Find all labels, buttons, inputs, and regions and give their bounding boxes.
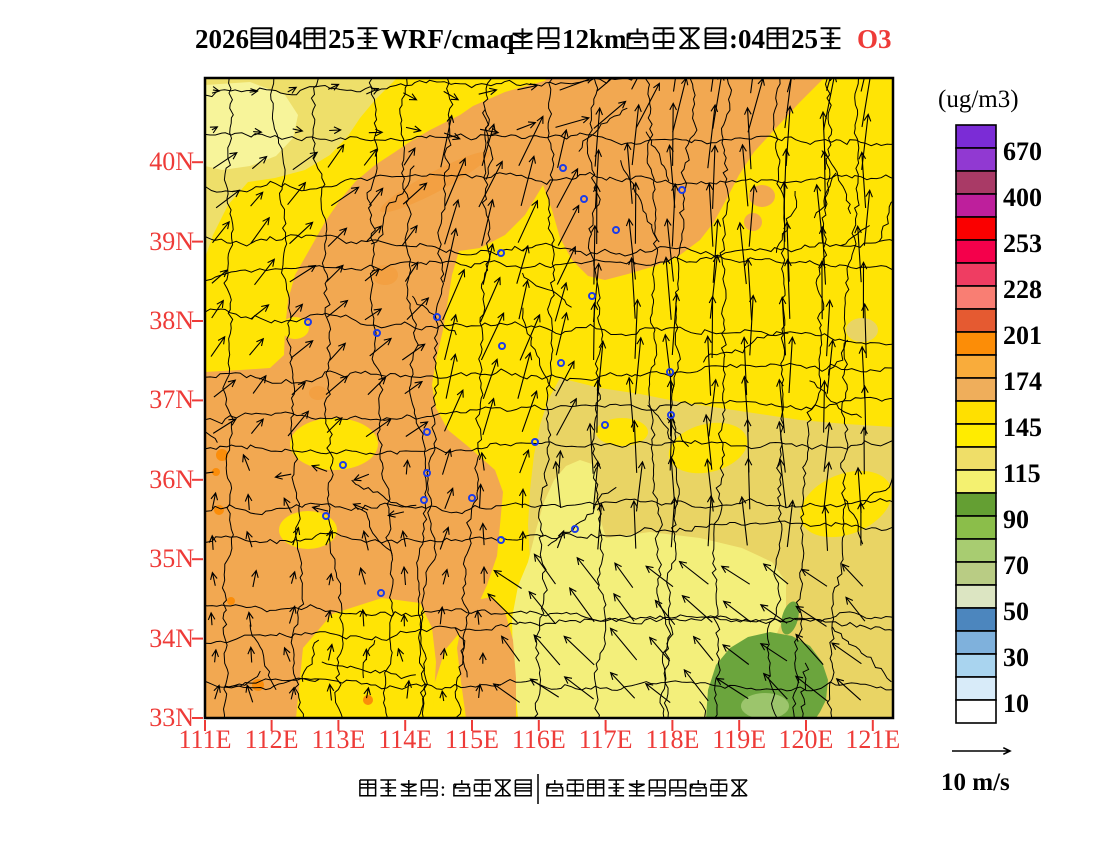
svg-text:04: 04 xyxy=(738,24,765,54)
svg-text:35N: 35N xyxy=(149,544,194,573)
svg-text:34N: 34N xyxy=(149,624,194,653)
svg-text:118E: 118E xyxy=(645,725,699,754)
svg-text:113E: 113E xyxy=(311,725,365,754)
svg-text:228: 228 xyxy=(1003,275,1042,304)
svg-text::: : xyxy=(440,777,446,801)
svg-text:174: 174 xyxy=(1003,367,1042,396)
svg-text:145: 145 xyxy=(1003,413,1042,442)
svg-text:38N: 38N xyxy=(149,306,194,335)
svg-text:115E: 115E xyxy=(445,725,499,754)
svg-text:10: 10 xyxy=(1003,689,1029,718)
svg-text:WRF/cmaq: WRF/cmaq xyxy=(381,24,514,54)
svg-text:120E: 120E xyxy=(779,725,834,754)
svg-text:253: 253 xyxy=(1003,229,1042,258)
svg-text:40N: 40N xyxy=(149,147,194,176)
svg-text:119E: 119E xyxy=(712,725,766,754)
svg-text:670: 670 xyxy=(1003,137,1042,166)
svg-text:33N: 33N xyxy=(149,703,194,732)
svg-text:117E: 117E xyxy=(579,725,633,754)
svg-text:04: 04 xyxy=(275,24,302,54)
svg-text:10 m/s: 10 m/s xyxy=(941,769,1010,796)
svg-text:25: 25 xyxy=(791,24,818,54)
svg-text::: : xyxy=(729,24,738,54)
svg-text:116E: 116E xyxy=(512,725,566,754)
svg-text:90: 90 xyxy=(1003,505,1029,534)
svg-text:50: 50 xyxy=(1003,597,1029,626)
svg-text:(ug/m3): (ug/m3) xyxy=(938,86,1019,113)
svg-text:37N: 37N xyxy=(149,385,194,414)
svg-text:114E: 114E xyxy=(378,725,432,754)
svg-text:36N: 36N xyxy=(149,465,194,494)
svg-text:70: 70 xyxy=(1003,551,1029,580)
svg-text:201: 201 xyxy=(1003,321,1042,350)
svg-text:O3: O3 xyxy=(857,24,892,54)
svg-text:115: 115 xyxy=(1003,459,1041,488)
svg-text:12km: 12km xyxy=(562,24,627,54)
svg-text:25: 25 xyxy=(328,24,355,54)
svg-text:30: 30 xyxy=(1003,643,1029,672)
svg-text:111E: 111E xyxy=(179,725,232,754)
svg-text:400: 400 xyxy=(1003,183,1042,212)
svg-text:121E: 121E xyxy=(845,725,900,754)
svg-text:112E: 112E xyxy=(245,725,299,754)
svg-text:2026: 2026 xyxy=(195,24,249,54)
svg-text:39N: 39N xyxy=(149,227,194,256)
